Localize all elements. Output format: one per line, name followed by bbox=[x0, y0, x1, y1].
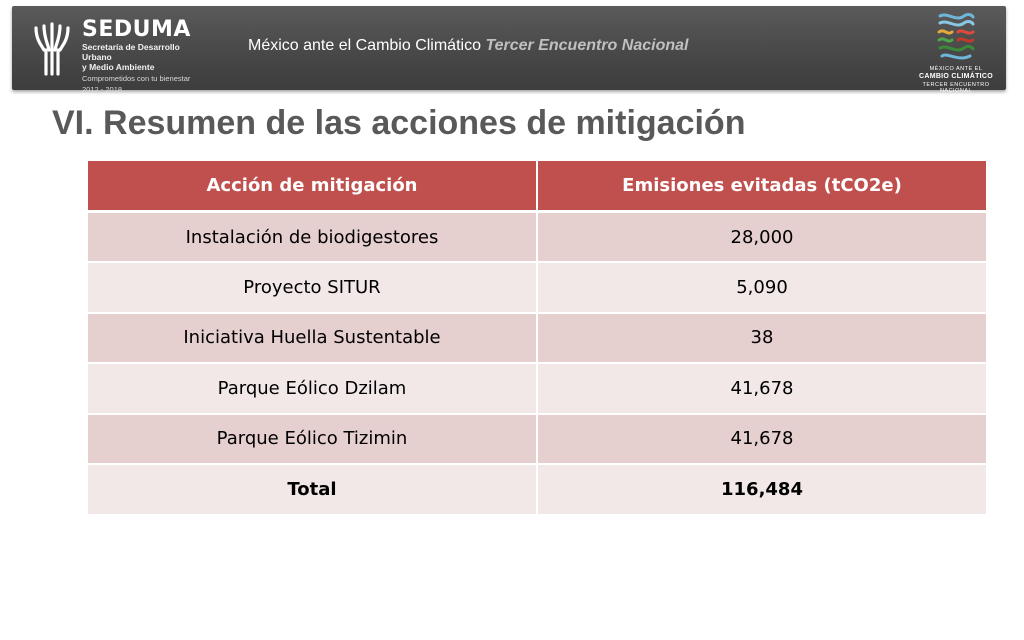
action-cell: Proyecto SITUR bbox=[88, 262, 538, 314]
page-title: VI. Resumen de las acciones de mitigació… bbox=[52, 104, 746, 142]
seduma-years: 2012 - 2018 bbox=[82, 85, 123, 94]
cambio-climatico-logo: MÉXICO ANTE EL CAMBIO CLIMÁTICO TERCER E… bbox=[910, 10, 1002, 94]
seduma-name: SEDUMA bbox=[82, 17, 191, 42]
total-value: 116,484 bbox=[537, 464, 986, 516]
table-header-row: Acción de mitigación Emisiones evitadas … bbox=[88, 161, 986, 213]
action-cell: Parque Eólico Tizimin bbox=[88, 413, 538, 465]
column-header-action: Acción de mitigación bbox=[88, 161, 538, 213]
header-bar: SEDUMA Secretaría de Desarrollo Urbano y… bbox=[12, 6, 1006, 94]
table-row: Parque Eólico Dzilam 41,678 bbox=[88, 363, 986, 415]
emissions-cell: 28,000 bbox=[537, 211, 986, 263]
emissions-cell: 41,678 bbox=[537, 413, 986, 465]
seduma-motto: Comprometidos con tu bienestar bbox=[82, 74, 191, 83]
right-logo-line2: CAMBIO CLIMÁTICO bbox=[918, 73, 993, 80]
seduma-subtitle-1: Secretaría de Desarrollo Urbano bbox=[82, 42, 180, 62]
right-logo-line1: MÉXICO ANTE EL bbox=[929, 66, 983, 72]
table-row: Instalación de biodigestores 28,000 bbox=[88, 211, 986, 263]
table-total-row: Total 116,484 bbox=[88, 464, 986, 516]
action-cell: Parque Eólico Dzilam bbox=[88, 363, 538, 415]
seduma-logo: SEDUMA Secretaría de Desarrollo Urbano y… bbox=[30, 16, 210, 94]
action-cell: Iniciativa Huella Sustentable bbox=[88, 312, 538, 364]
column-header-emissions: Emisiones evitadas (tCO2e) bbox=[537, 161, 986, 213]
total-label: Total bbox=[88, 464, 538, 516]
action-cell: Instalación de biodigestores bbox=[88, 211, 538, 263]
table-row: Parque Eólico Tizimin 41,678 bbox=[88, 413, 986, 465]
mitigation-table: Acción de mitigación Emisiones evitadas … bbox=[88, 161, 986, 516]
right-logo-line3: TERCER ENCUENTRO NACIONAL bbox=[922, 82, 990, 94]
header-caption: México ante el Cambio Climático Tercer E… bbox=[248, 37, 688, 55]
seduma-emblem-icon bbox=[34, 22, 70, 76]
cambio-climatico-emblem-icon bbox=[937, 12, 975, 60]
table-row: Proyecto SITUR 5,090 bbox=[88, 262, 986, 314]
seduma-subtitle-2: y Medio Ambiente bbox=[82, 62, 155, 72]
emissions-cell: 5,090 bbox=[537, 262, 986, 314]
emissions-cell: 41,678 bbox=[537, 363, 986, 415]
emissions-cell: 38 bbox=[537, 312, 986, 364]
header-caption-main: México ante el Cambio Climático bbox=[248, 37, 481, 54]
table-row: Iniciativa Huella Sustentable 38 bbox=[88, 312, 986, 364]
header-caption-sub: Tercer Encuentro Nacional bbox=[485, 37, 689, 54]
